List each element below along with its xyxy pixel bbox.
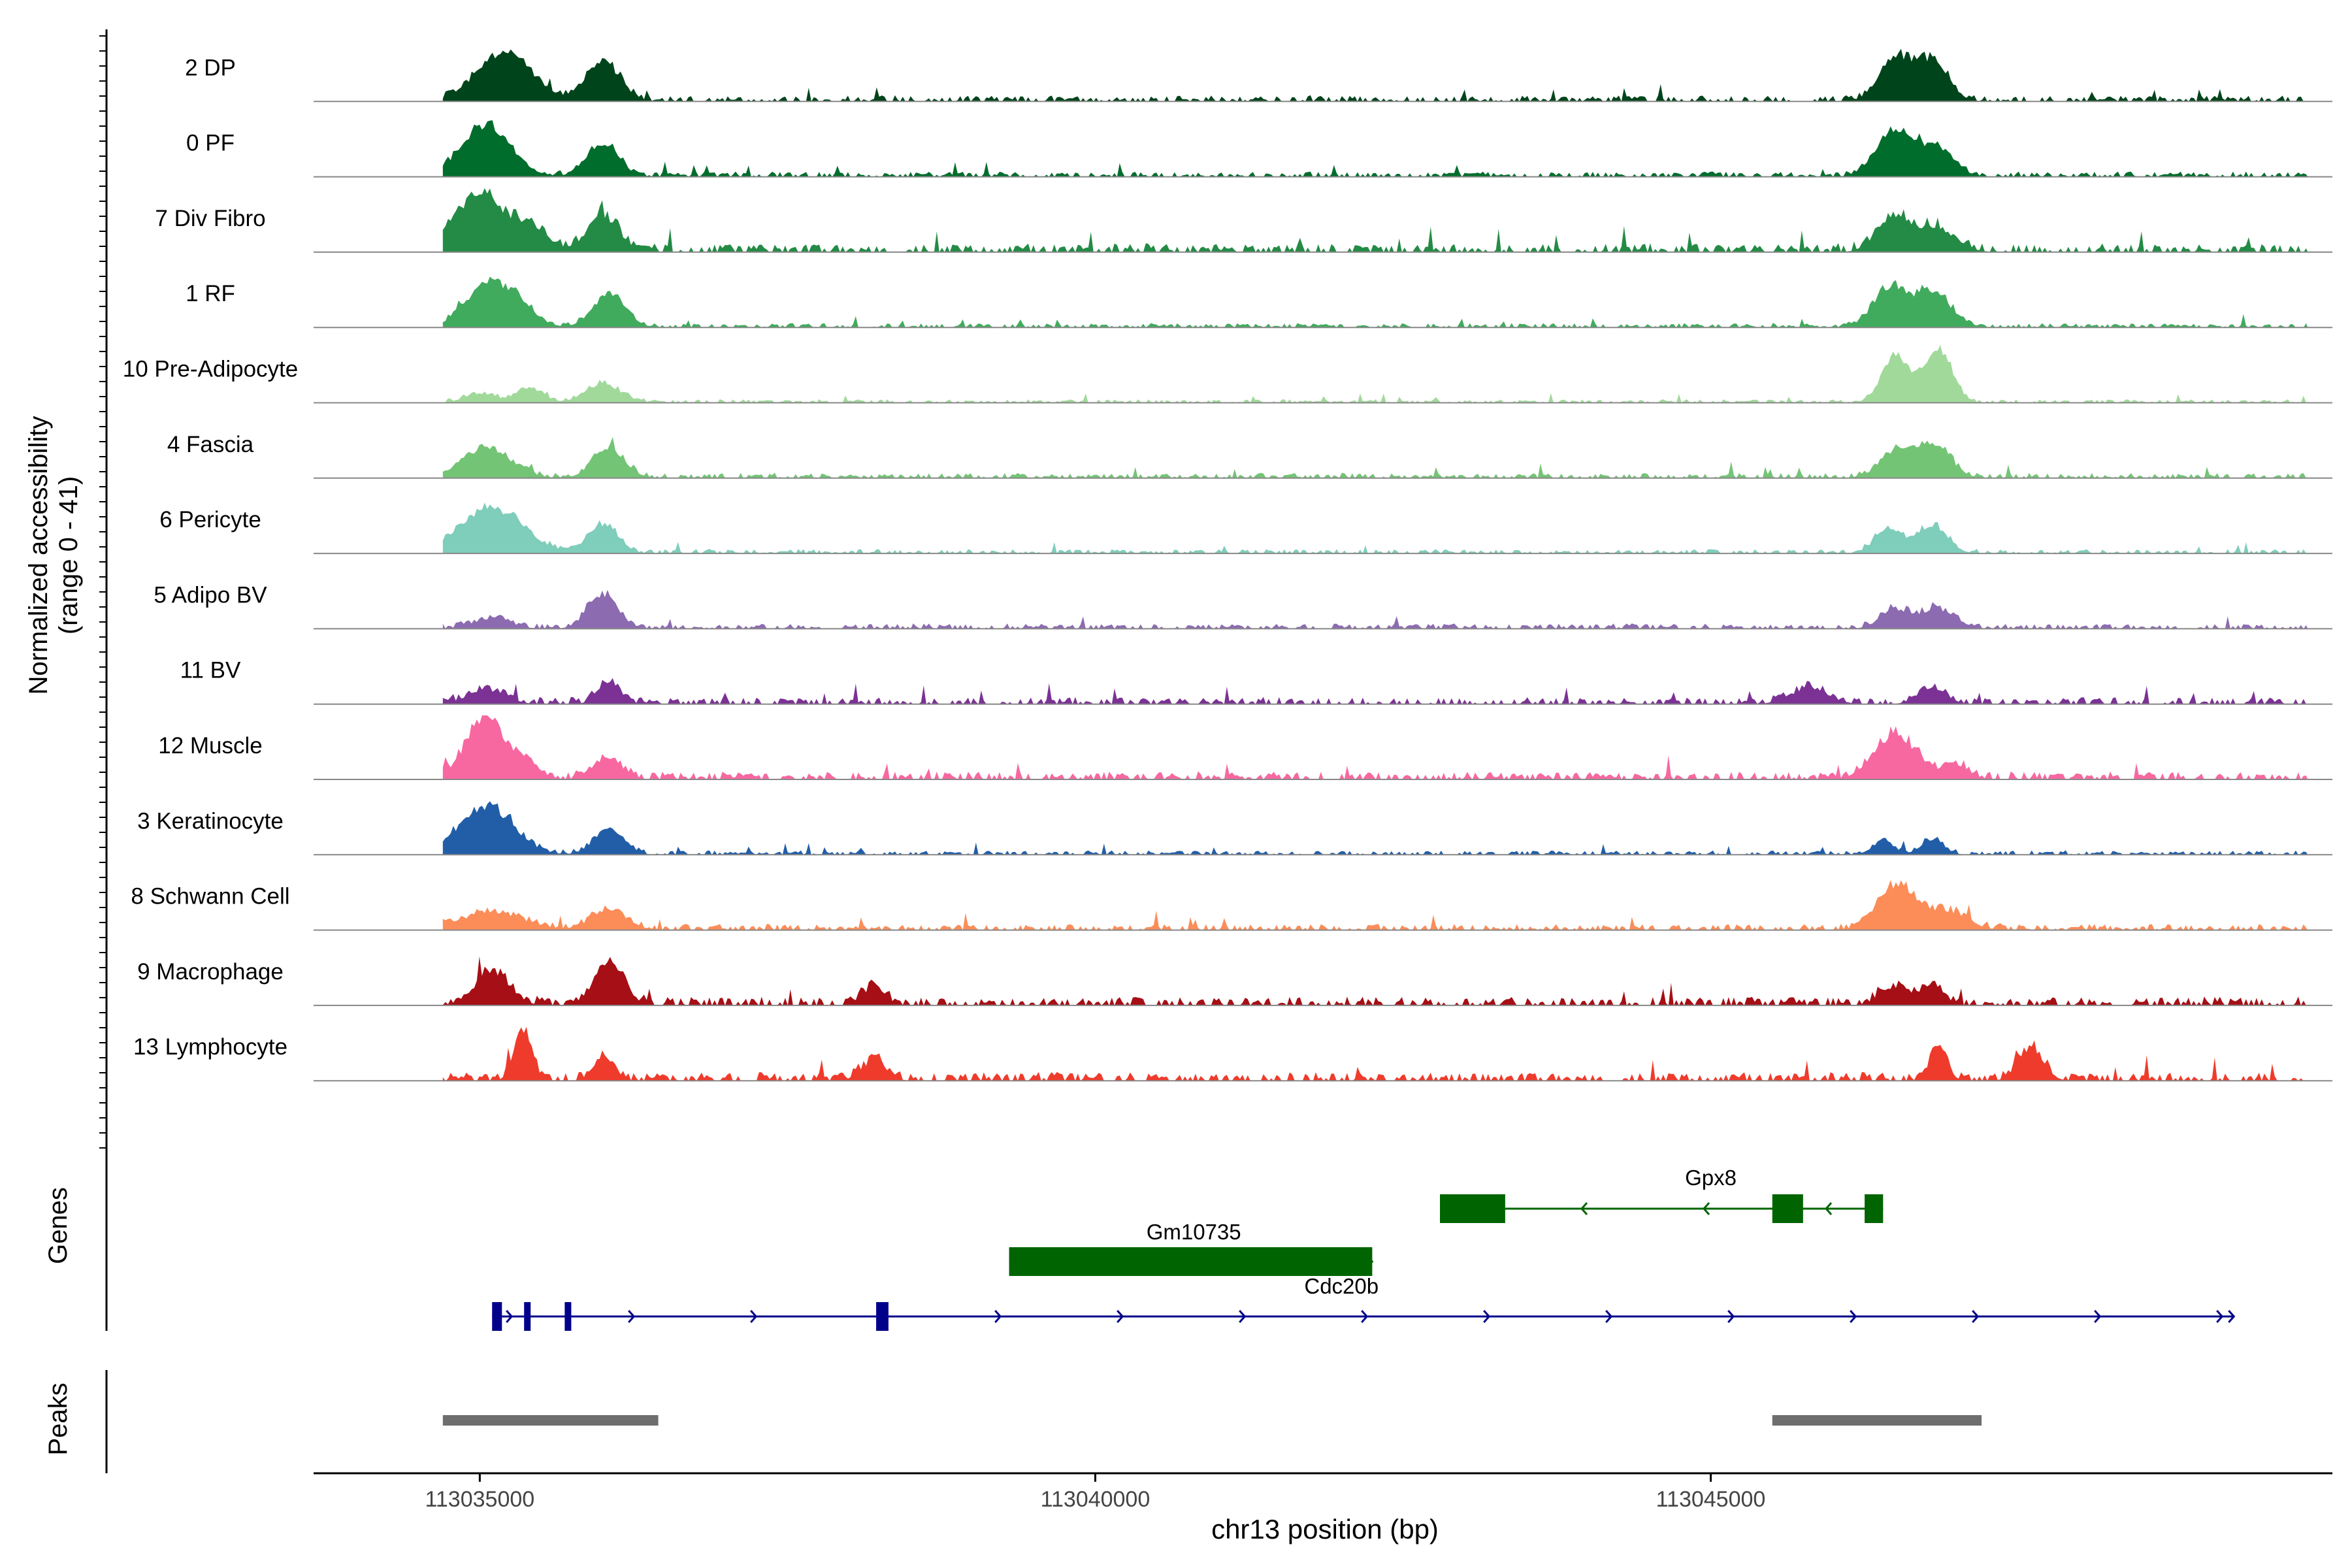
gene-label: Gm10735 (1147, 1220, 1241, 1244)
strand-arrow (1605, 1310, 1613, 1323)
strand-arrow (2216, 1310, 2224, 1323)
x-tick-label: 113040000 (1041, 1487, 1151, 1512)
track-2-dp: 2 DP (185, 48, 2332, 103)
strand-arrow (1850, 1310, 1857, 1323)
peak-region (442, 1415, 659, 1426)
strand-arrow (1117, 1310, 1124, 1323)
exon (1439, 1194, 1505, 1223)
gene-label: Gpx8 (1685, 1166, 1737, 1190)
coverage-area (442, 879, 2308, 930)
coverage-area (442, 120, 2308, 177)
coverage-area (442, 801, 2308, 855)
coverage-area (442, 589, 2308, 629)
coverage-area (442, 678, 2308, 704)
gene-cdc20b: Cdc20b (492, 1274, 2236, 1331)
exon (564, 1302, 572, 1331)
track-label: 8 Schwann Cell (131, 884, 289, 909)
exon (1772, 1194, 1803, 1223)
strand-arrow (1580, 1202, 1588, 1215)
track-label: 1 RF (186, 281, 235, 306)
track-label: 3 Keratinocyte (137, 808, 284, 834)
track-6-pericyte: 6 Pericyte (159, 502, 2332, 555)
peak-region (1772, 1415, 1982, 1426)
strand-arrow (506, 1310, 514, 1323)
track-label: 4 Fascia (167, 432, 254, 457)
tracks-layer: 2 DP 0 PF 7 Div Fibro 1 RF 10 Pre-Adipocyte 4… (99, 29, 2332, 1156)
strand-arrow (2094, 1310, 2102, 1323)
peaks-layer (105, 1370, 1982, 1473)
track-13-lymphocyte: 13 Lymphocyte (133, 1026, 2332, 1082)
track-8-schwann-cell: 8 Schwann Cell (131, 879, 2332, 931)
exon (524, 1302, 531, 1331)
coverage-area (442, 188, 2308, 252)
exon (1009, 1247, 1373, 1276)
gene-gpx8: Gpx8 (1439, 1166, 1884, 1223)
y-axis-label: Normalized accessibility (24, 416, 53, 695)
coverage-area (442, 276, 2308, 328)
strand-arrow (1483, 1310, 1491, 1323)
strand-arrow (1824, 1202, 1833, 1215)
track-label: 12 Muscle (158, 733, 263, 759)
strand-arrow (1361, 1310, 1369, 1323)
track-4-fascia: 4 Fascia (167, 432, 2332, 479)
track-label: 6 Pericyte (159, 507, 261, 532)
exon (1865, 1194, 1884, 1223)
coverage-area (442, 48, 2308, 102)
coverage-area (442, 436, 2308, 478)
track-5-adipo-bv: 5 Adipo BV (154, 582, 2332, 630)
strand-arrow (1702, 1202, 1710, 1215)
track-label: 10 Pre-Adipocyte (123, 357, 298, 382)
x-tick-label: 113035000 (425, 1487, 535, 1512)
coverage-area (442, 344, 2308, 403)
y-axis-label-range: (range 0 - 41) (54, 476, 83, 634)
track-9-macrophage: 9 Macrophage (137, 956, 2332, 1006)
track-11-bv: 11 BV (180, 658, 2332, 705)
track-label: 0 PF (186, 131, 235, 156)
track-label: 7 Div Fibro (155, 206, 265, 231)
strand-arrow (994, 1310, 1002, 1323)
exon (492, 1302, 502, 1331)
track-7-div-fibro: 7 Div Fibro (155, 188, 2332, 253)
track-label: 11 BV (180, 658, 241, 683)
track-3-keratinocyte: 3 Keratinocyte (137, 801, 2332, 856)
track-10-pre-adipocyte: 10 Pre-Adipocyte (123, 344, 2332, 404)
coverage-area (442, 715, 2308, 779)
strand-arrow (1239, 1310, 1247, 1323)
track-label: 5 Adipo BV (154, 582, 267, 608)
gene-label: Cdc20b (1304, 1274, 1379, 1298)
strand-arrow (1727, 1310, 1735, 1323)
coverage-area (442, 956, 2308, 1005)
x-axis-label: chr13 position (bp) (1211, 1514, 1439, 1544)
genes-layer: Gpx8 Gm10735 Cdc20b (105, 1120, 2236, 1331)
genes-panel-label: Genes (44, 1187, 73, 1264)
exon (876, 1302, 889, 1331)
track-1-rf: 1 RF (186, 276, 2332, 329)
strand-arrow (1972, 1310, 1980, 1323)
track-label: 2 DP (185, 55, 236, 80)
track-label: 13 Lymphocyte (133, 1034, 287, 1060)
coverage-area (442, 502, 2308, 554)
strand-arrow (750, 1310, 758, 1323)
track-label: 9 Macrophage (137, 959, 284, 985)
gene-gm10735: Gm10735 (1009, 1220, 1374, 1276)
peaks-panel-label: Peaks (44, 1382, 73, 1455)
strand-arrow (2228, 1310, 2236, 1323)
track-12-muscle: 12 Muscle (158, 715, 2332, 780)
track-0-pf: 0 PF (186, 120, 2332, 178)
strand-arrow (628, 1310, 636, 1323)
coverage-area (442, 1026, 2308, 1081)
axis-layer: 113035000 113040000 113045000 (314, 1472, 2332, 1512)
x-tick-label: 113045000 (1656, 1487, 1766, 1512)
